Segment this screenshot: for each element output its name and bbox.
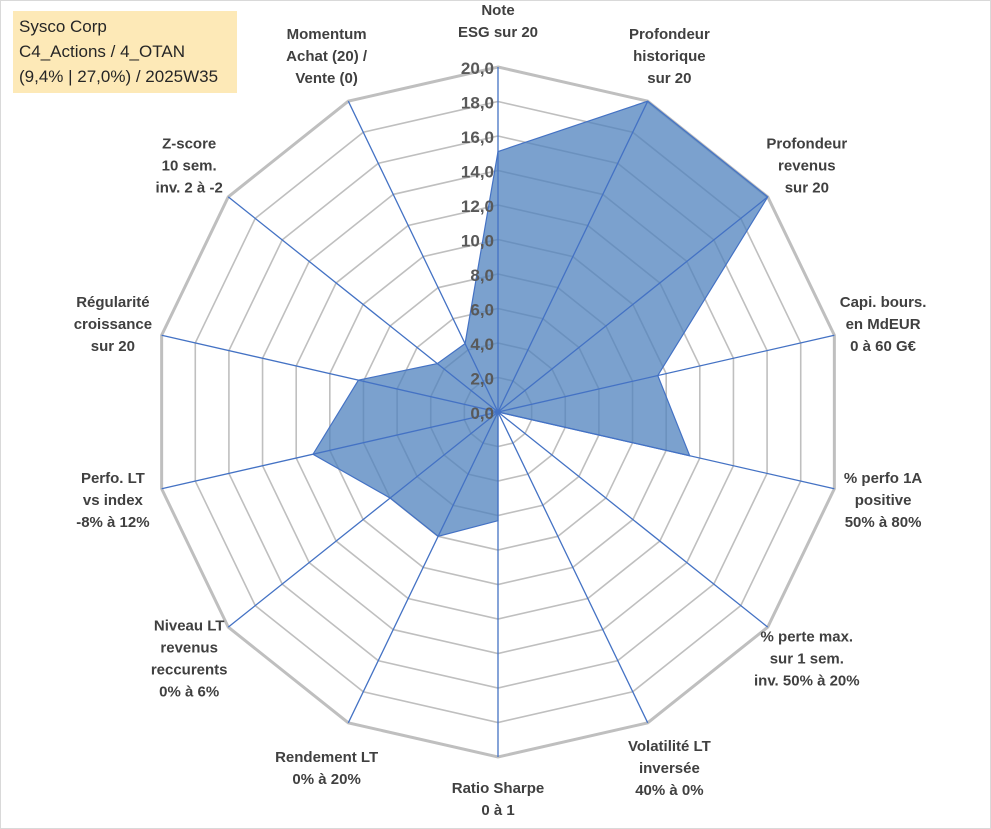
category-label: Profondeur historique sur 20 <box>629 26 710 87</box>
period-info: (9,4% | 27,0%) / 2025W35 <box>19 67 219 86</box>
tick-label: 8,0 <box>470 266 494 285</box>
axis-spoke <box>161 411 499 490</box>
axis-spoke <box>497 411 769 628</box>
axis-spoke <box>347 411 499 724</box>
tick-label: 14,0 <box>461 163 494 182</box>
category-label: % perfo 1A positive 50% à 80% <box>844 470 923 531</box>
data-series-area <box>312 100 769 537</box>
portfolio-name: C4_Actions / 4_OTAN <box>19 42 185 61</box>
tick-label: 0,0 <box>470 404 494 423</box>
axis-spoke <box>497 196 769 413</box>
axis-spoke <box>497 411 835 490</box>
axis-spoke <box>347 100 499 413</box>
axis-spoke <box>227 411 499 628</box>
tick-label: 16,0 <box>461 128 494 147</box>
category-label: Perfo. LT vs index -8% à 12% <box>76 470 149 531</box>
category-label: Volatilité LT inversée 40% à 0% <box>628 738 711 799</box>
axis-spoke <box>497 411 649 724</box>
category-label: Note ESG sur 20 <box>458 2 538 41</box>
tick-label: 12,0 <box>461 197 494 216</box>
axis-spoke <box>497 334 835 413</box>
company-name: Sysco Corp <box>19 17 107 36</box>
tick-label: 4,0 <box>470 335 494 354</box>
axis-spoke <box>227 196 499 413</box>
tick-label: 6,0 <box>470 301 494 320</box>
axis-spoke <box>161 334 499 413</box>
category-label: Rendement LT 0% à 20% <box>275 749 378 788</box>
category-label: Niveau LT revenus reccurents 0% à 6% <box>151 617 228 700</box>
category-label: % perte max. sur 1 sem. inv. 50% à 20% <box>754 628 860 689</box>
tick-label: 10,0 <box>461 232 494 251</box>
tick-label: 18,0 <box>461 94 494 113</box>
category-label: Capi. bours. en MdEUR 0 à 60 G€ <box>840 294 927 355</box>
category-label: Ratio Sharpe 0 à 1 <box>452 780 545 819</box>
tick-label: 20,0 <box>461 59 494 78</box>
axis-spoke <box>497 100 649 413</box>
category-label: Momentum Achat (20) / Vente (0) <box>286 26 368 87</box>
category-label: Z-score 10 sem. inv. 2 à -2 <box>156 136 223 197</box>
tick-label: 2,0 <box>470 370 494 389</box>
category-label: Régularité croissance sur 20 <box>74 294 152 355</box>
category-label: Profondeur revenus sur 20 <box>766 136 847 197</box>
info-box: Sysco Corp C4_Actions / 4_OTAN (9,4% | 2… <box>13 11 237 93</box>
